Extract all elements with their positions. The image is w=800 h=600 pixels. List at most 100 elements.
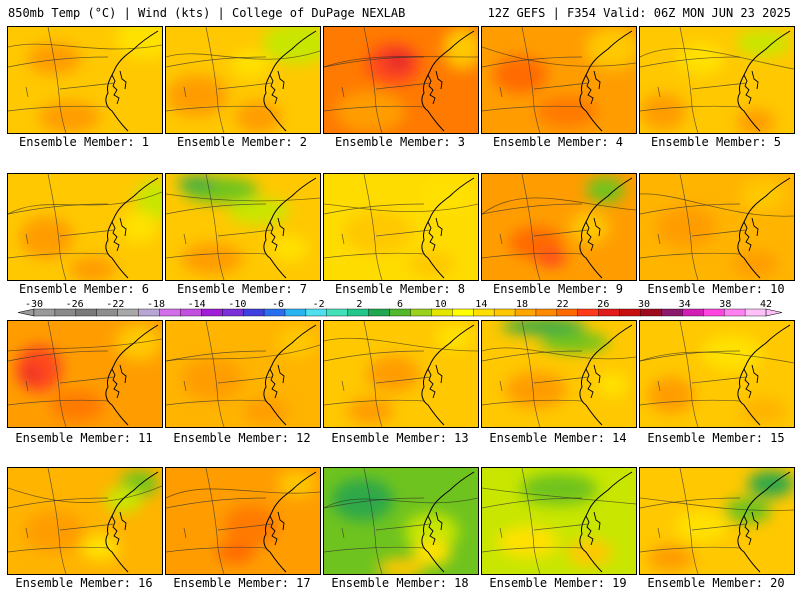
temperature-region [736,29,791,57]
coastline [579,471,633,573]
coastline [421,177,475,279]
colorbar-swatch [326,308,349,317]
panel-caption: Ensemble Member: 4 [492,135,624,149]
colorbar-swatch [96,308,119,317]
temperature-region [15,344,62,393]
state-borders [324,27,431,133]
coastline [579,324,633,426]
ensemble-panel [323,467,479,575]
temperature-map [640,468,794,574]
ensemble-panel [481,320,637,428]
temperature-region [331,478,394,521]
colorbar-swatch [284,308,307,317]
chesapeake-bay [269,217,285,252]
coastline [105,30,159,132]
temperature-region [177,176,217,189]
ensemble-panel [7,467,163,575]
colorbar-tick-label: 42 [760,299,772,310]
chesapeake-bay [585,511,601,546]
temperature-region [227,197,290,225]
ensemble-panel [165,26,321,134]
state-borders [640,174,747,280]
panel-caption: Ensemble Member: 13 [331,431,469,445]
colorbar-swatch [619,308,642,317]
colorbar-swatch [263,308,286,317]
temperature-region [647,544,694,572]
coastline [421,471,475,573]
panel-caption: Ensemble Member: 7 [176,282,308,296]
temperature-region [497,526,559,559]
temperature-region [585,27,636,70]
panel-caption: Ensemble Member: 1 [18,135,150,149]
colorbar-tick-label: 6 [397,299,403,310]
temperature-region [50,389,105,422]
temperature-region [269,234,309,262]
temperature-region [736,109,775,133]
colorbar-swatch [222,308,244,317]
colorbar-tick-label: 26 [597,299,609,310]
temperature-region [366,355,421,393]
chesapeake-bay [427,70,443,105]
colorbar-swatch [33,308,56,317]
coastline [105,177,159,279]
chesapeake-bay [585,364,601,399]
temperature-region [216,542,255,564]
colorbar-swatch [535,308,558,317]
state-borders [482,321,589,427]
temperature-region [115,323,162,361]
chesapeake-bay [585,70,601,105]
temperature-region [740,397,787,425]
temperature-map [8,321,162,427]
colorbar-swatch [452,308,474,317]
temperature-region [384,50,412,72]
colorbar-max-arrow [765,308,783,317]
panel-caption: Ensemble Member: 11 [15,431,153,445]
colorbar-swatch [744,308,767,317]
isotherm-contour [324,56,478,68]
temperature-region [674,510,729,543]
temperature-region [493,56,548,94]
temperature-map [8,27,162,133]
temperature-map [640,321,794,427]
panel-caption: Ensemble Member: 20 [647,576,785,590]
isotherm-contour [166,193,320,202]
panel-caption: Ensemble Member: 19 [489,576,627,590]
temperature-region [443,27,478,70]
temperature-map [324,321,478,427]
temperature-region [520,473,598,506]
colorbar-swatch [598,308,621,317]
state-borders [482,174,589,280]
panel-caption: Ensemble Member: 12 [173,431,311,445]
state-borders [324,468,431,574]
isotherm-contour [640,48,794,70]
temperature-region [277,326,317,359]
panel-caption: Ensemble Member: 8 [334,282,466,296]
colorbar-tick-label: -18 [147,299,165,310]
chesapeake-bay [111,511,127,546]
ensemble-panel [165,467,321,575]
state-borders [8,27,115,133]
ensemble-panel [165,320,321,428]
colorbar-swatch [473,308,495,317]
temperature-region [724,497,771,524]
temperature-region [19,216,74,259]
colorbar-swatch [556,308,579,317]
colorbar-swatch [493,308,516,317]
panel-caption: Ensemble Member: 10 [647,282,785,296]
ensemble-panel [639,467,795,575]
colorbar-tick-label: 34 [679,299,691,310]
colorbar-tick-label: 30 [638,299,650,310]
colorbar-swatch [75,308,98,317]
temperature-map [640,174,794,280]
isotherm-contour [640,193,794,217]
ensemble-panel [7,26,163,134]
temperature-region [115,27,162,59]
isotherm-contour [482,347,636,360]
colorbar-swatch [138,308,160,317]
colorbar-swatch [368,308,391,317]
temperature-region [539,331,610,353]
colorbar-swatch [347,308,370,317]
temperature-region [747,470,794,498]
temperature-region [119,211,159,243]
panel-caption: Ensemble Member: 15 [647,431,785,445]
